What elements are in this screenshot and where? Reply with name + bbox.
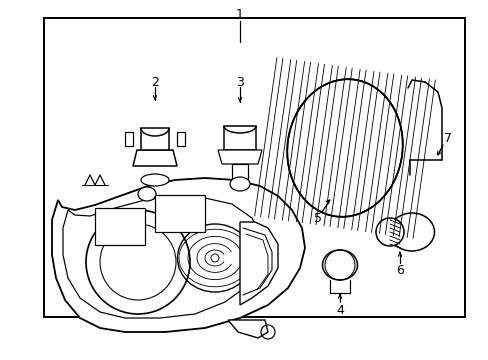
Ellipse shape <box>138 187 156 201</box>
Bar <box>44 18 464 317</box>
Polygon shape <box>95 208 145 245</box>
Polygon shape <box>52 178 305 332</box>
Ellipse shape <box>141 174 169 186</box>
Text: 4: 4 <box>335 303 343 316</box>
Ellipse shape <box>375 218 403 246</box>
Ellipse shape <box>389 213 434 251</box>
Text: 1: 1 <box>236 8 244 21</box>
Ellipse shape <box>229 177 249 191</box>
Text: 3: 3 <box>236 76 244 89</box>
Polygon shape <box>125 132 133 146</box>
Polygon shape <box>227 320 267 338</box>
Text: 6: 6 <box>395 264 403 276</box>
Circle shape <box>210 254 219 262</box>
Polygon shape <box>218 150 262 164</box>
Polygon shape <box>231 164 247 180</box>
Polygon shape <box>224 126 256 150</box>
Text: 7: 7 <box>443 131 451 144</box>
Polygon shape <box>240 222 278 305</box>
Ellipse shape <box>286 79 402 217</box>
Polygon shape <box>155 195 204 232</box>
Polygon shape <box>177 132 184 146</box>
Text: 5: 5 <box>313 211 321 225</box>
Polygon shape <box>141 128 169 150</box>
Text: 2: 2 <box>151 76 159 89</box>
Ellipse shape <box>322 250 357 280</box>
Polygon shape <box>133 150 177 166</box>
